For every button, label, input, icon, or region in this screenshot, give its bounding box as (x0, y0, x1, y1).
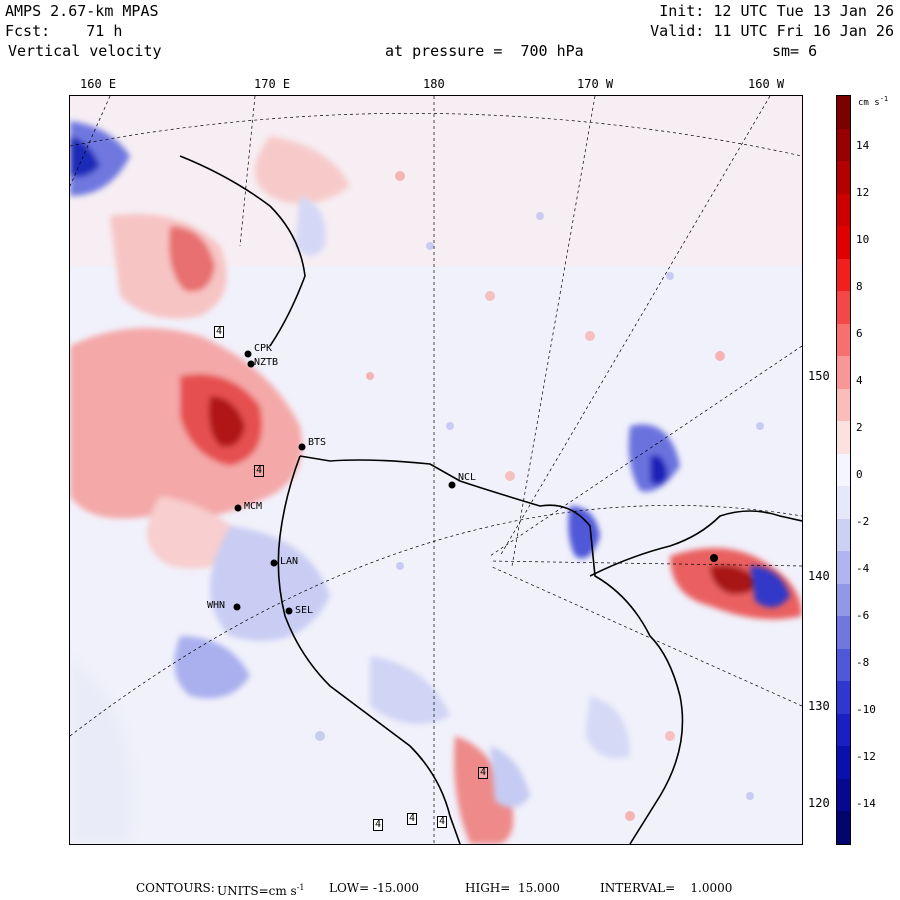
graticule (70, 96, 802, 844)
colorbar-swatch (837, 583, 850, 617)
colorbar-swatch (837, 356, 850, 390)
colorbar-units: cm s-1 (858, 95, 889, 108)
footer-contours: CONTOURS: (136, 881, 215, 895)
colorbar-swatch (837, 96, 850, 130)
pressure-level: at pressure = 700 hPa (385, 42, 584, 60)
colorbar-swatch (837, 713, 850, 747)
forecast-hour: Fcst: 71 h (5, 22, 123, 40)
colorbar-tick-label: 0 (856, 468, 863, 481)
init-time: Init: 12 UTC Tue 13 Jan 26 (659, 2, 894, 20)
colorbar (836, 95, 851, 845)
contour-label: 4 (407, 813, 418, 825)
valid-time: Valid: 11 UTC Fri 16 Jan 26 (650, 22, 894, 40)
colorbar-swatch (837, 518, 850, 552)
colorbar-swatch (837, 681, 850, 715)
colorbar-tick-label: -10 (856, 703, 876, 716)
colorbar-tick-label: 8 (856, 280, 863, 293)
colorbar-swatch (837, 388, 850, 422)
footer-high: HIGH= 15.000 (465, 881, 560, 895)
colorbar-swatch (837, 453, 850, 487)
station-sel: SEL (295, 605, 314, 616)
lon-label-170w: 170 W (577, 77, 614, 91)
colorbar-tick-label: -8 (856, 656, 870, 669)
colorbar-swatch (837, 161, 850, 195)
lon-label-170e: 170 E (254, 77, 291, 91)
small-scale-cells (315, 171, 764, 821)
station-bts: BTS (308, 437, 327, 448)
colorbar-swatch (837, 778, 850, 812)
contour-label: 4 (254, 465, 265, 477)
colorbar-swatch (837, 551, 850, 585)
lon-label-160e: 160 E (80, 77, 117, 91)
lon-label-160w: 160 W (748, 77, 785, 91)
contour-label: 4 (214, 326, 225, 338)
station-lan: LAN (280, 556, 299, 567)
colorbar-tick-label: -2 (856, 515, 870, 528)
colorbar-swatch (837, 811, 850, 845)
station-cpk: CPK (254, 343, 273, 354)
colorbar-swatch (837, 226, 850, 260)
colorbar-tick-label: -4 (856, 562, 870, 575)
colorbar-swatch (837, 486, 850, 520)
station-markers (233, 350, 718, 615)
field-name: Vertical velocity (8, 42, 162, 60)
colorbar-swatch (837, 258, 850, 292)
coastline (179, 155, 802, 844)
colorbar-swatch (837, 291, 850, 325)
station-whn: WHN (207, 600, 226, 611)
colorbar-swatch (837, 421, 850, 455)
colorbar-tick-label: 10 (856, 233, 870, 246)
colorbar-tick-label: -14 (856, 797, 876, 810)
station-ncl: NCL (458, 472, 477, 483)
colorbar-tick-label: -6 (856, 609, 870, 622)
colorbar-tick-label: 2 (856, 421, 863, 434)
map-panel: CPK NZTB BTS MCM LAN WHN SEL NCL 4 4 4 4… (69, 95, 803, 845)
smoothing: sm= 6 (772, 42, 818, 60)
colorbar-tick-label: 14 (856, 139, 870, 152)
model-title: AMPS 2.67-km MPAS (5, 2, 159, 20)
colorbar-swatch (837, 648, 850, 682)
colorbar-tick-label: 6 (856, 327, 863, 340)
colorbar-swatch (837, 193, 850, 227)
contour-label: 4 (437, 816, 448, 828)
footer-interval: INTERVAL= 1.0000 (600, 881, 733, 895)
contour-label: 4 (478, 767, 489, 779)
colorbar-tick-label: 4 (856, 374, 863, 387)
colorbar-swatch (837, 323, 850, 357)
lon-label-180: 180 (423, 77, 445, 91)
footer-units: UNITS=cm s-1 (217, 883, 305, 898)
footer-low: LOW= -15.000 (329, 881, 420, 895)
colorbar-tick-label: 12 (856, 186, 870, 199)
vertical-velocity-map (70, 96, 802, 844)
station-nztb: NZTB (254, 357, 279, 368)
colorbar-swatch (837, 746, 850, 780)
station-mcm: MCM (244, 501, 263, 512)
lat-label-120w: 120 W (808, 796, 845, 810)
colorbar-swatch (837, 616, 850, 650)
contour-label: 4 (373, 819, 384, 831)
colorbar-tick-label: -12 (856, 750, 876, 763)
colorbar-swatch (837, 128, 850, 162)
